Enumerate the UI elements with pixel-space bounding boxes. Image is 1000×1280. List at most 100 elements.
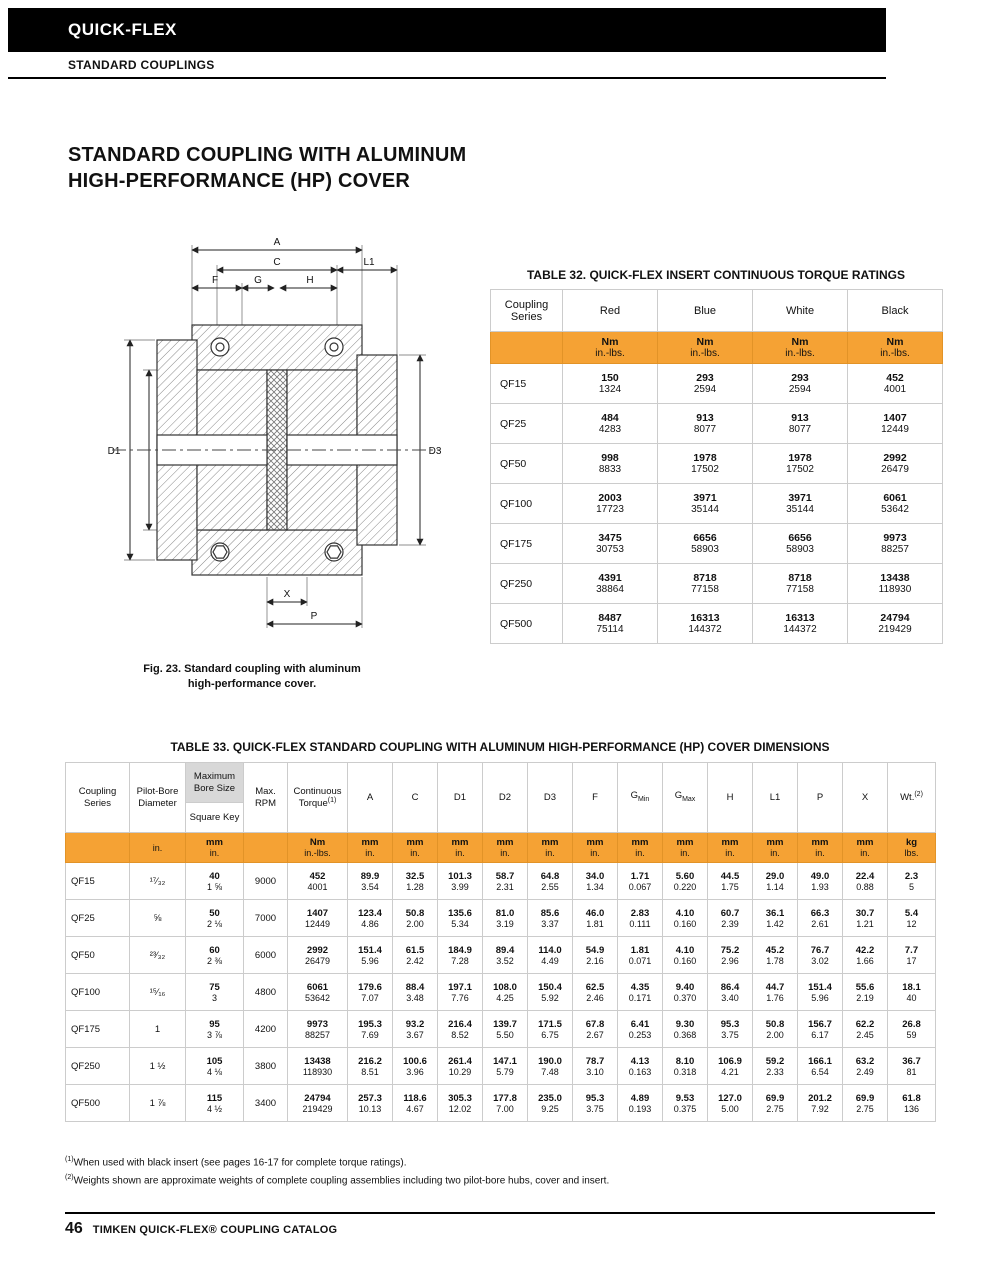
- dim-cell: 55.6 2.19: [842, 973, 888, 1011]
- rpm-cell: 7000: [243, 899, 288, 937]
- t32-units-cell: Nm in.-lbs.: [752, 331, 848, 364]
- table-row: QF25 484 4283 913 8077 913 8077 1407 12449: [490, 403, 943, 444]
- series-cell: QF250: [490, 563, 563, 604]
- t32-units-cell: Nm in.-lbs.: [562, 331, 658, 364]
- dim-cell: 257.3 10.13: [347, 1084, 393, 1122]
- figure-caption: Fig. 23. Standard coupling with aluminum…: [92, 662, 412, 692]
- section-label: STANDARD COUPLINGS: [68, 58, 215, 72]
- table33-header-row-1: Coupling Series Pilot-Bore Diameter Maximu…: [65, 762, 936, 833]
- dim-cell: 49.0 1.93: [797, 862, 843, 900]
- dim-cell: 95.3 3.75: [572, 1084, 618, 1122]
- weight-cell: 7.7 17: [887, 936, 936, 974]
- torque-cell: 9973 88257: [847, 523, 943, 564]
- torque-cell: 1978 17502: [752, 443, 848, 484]
- torque-cell: 24794 219429: [287, 1084, 348, 1122]
- torque-cell: 2992 26479: [847, 443, 943, 484]
- dim-cell: 108.0 4.25: [482, 973, 528, 1011]
- series-cell: QF50: [490, 443, 563, 484]
- t33-units-dim: mm in.: [797, 832, 843, 863]
- dim-label-d3: D3: [429, 446, 442, 457]
- page-title-line2: HIGH-PERFORMANCE (HP) COVER: [68, 170, 411, 192]
- t33-header-dim: A: [347, 762, 393, 833]
- dim-cell: 78.7 3.10: [572, 1047, 618, 1085]
- dim-cell: 93.2 3.67: [392, 1010, 438, 1048]
- dim-cell: 60.7 2.39: [707, 899, 753, 937]
- dim-cell: 54.9 2.16: [572, 936, 618, 974]
- dim-cell: 4.35 0.171: [617, 973, 663, 1011]
- t33-units-rpm-blank: [243, 832, 288, 863]
- torque-cell: 3475 30753: [562, 523, 658, 564]
- torque-cell: 913 8077: [752, 403, 848, 444]
- torque-cell: 150 1324: [562, 363, 658, 404]
- torque-cell: 6656 58903: [657, 523, 753, 564]
- weight-cell: 2.3 5: [887, 862, 936, 900]
- dim-label-p: P: [311, 611, 318, 622]
- t33-header-dim: H: [707, 762, 753, 833]
- torque-cell: 293 2594: [752, 363, 848, 404]
- table32-section: TABLE 32. QUICK-FLEX INSERT CONTINUOUS T…: [490, 268, 943, 644]
- dim-cell: 64.8 2.55: [527, 862, 573, 900]
- t33-header-dim: X: [842, 762, 888, 833]
- dim-cell: 216.4 8.52: [437, 1010, 483, 1048]
- max-bore-cell: 115 4 ½: [185, 1084, 244, 1122]
- torque-cell: 293 2594: [657, 363, 753, 404]
- dim-cell: 89.9 3.54: [347, 862, 393, 900]
- dim-cell: 5.60 0.220: [662, 862, 708, 900]
- t33-units-dim: mm in.: [482, 832, 528, 863]
- dim-cell: 46.0 1.81: [572, 899, 618, 937]
- dim-cell: 6.41 0.253: [617, 1010, 663, 1048]
- series-cell: QF25: [65, 899, 130, 937]
- footnote: (1)When used with black insert (see page…: [65, 1156, 407, 1169]
- t32-header-white: White: [752, 289, 848, 332]
- dim-cell: 106.9 4.21: [707, 1047, 753, 1085]
- dim-cell: 147.1 5.79: [482, 1047, 528, 1085]
- torque-cell: 9973 88257: [287, 1010, 348, 1048]
- dim-cell: 81.0 3.19: [482, 899, 528, 937]
- t33-units-dim: mm in.: [707, 832, 753, 863]
- max-bore-cell: 40 1 ⅝: [185, 862, 244, 900]
- torque-cell: 6061 53642: [847, 483, 943, 524]
- dim-cell: 66.3 2.61: [797, 899, 843, 937]
- rpm-cell: 3800: [243, 1047, 288, 1085]
- torque-cell: 6061 53642: [287, 973, 348, 1011]
- dim-cell: 50.8 2.00: [752, 1010, 798, 1048]
- t33-header-pilot-bore: Pilot-Bore Diameter: [129, 762, 186, 833]
- footer-text: TIMKEN QUICK-FLEX® COUPLING CATALOG: [92, 1224, 338, 1236]
- dim-cell: 89.4 3.52: [482, 936, 528, 974]
- t33-header-torque: Continuous Torque(1): [287, 762, 348, 833]
- dim-cell: 156.7 6.17: [797, 1010, 843, 1048]
- torque-cell: 3971 35144: [657, 483, 753, 524]
- torque-cell: 4391 38864: [562, 563, 658, 604]
- dim-label-g: G: [254, 275, 262, 286]
- dim-cell: 184.9 7.28: [437, 936, 483, 974]
- t33-units-torque: Nm in.-lbs.: [287, 832, 348, 863]
- dim-cell: 61.5 2.42: [392, 936, 438, 974]
- dim-cell: 151.4 5.96: [797, 973, 843, 1011]
- dim-cell: 166.1 6.54: [797, 1047, 843, 1085]
- table32-units-row: Nm in.-lbs. Nm in.-lbs. Nm in.-lbs. Nm in.-lbs.: [490, 331, 943, 364]
- table32: Coupling Series Red Blue White Black Nm in.-lb…: [490, 289, 943, 644]
- dim-label-d1: D1: [108, 446, 121, 457]
- t33-header-dim: F: [572, 762, 618, 833]
- dim-cell: 1.81 0.071: [617, 936, 663, 974]
- series-cell: QF175: [65, 1010, 130, 1048]
- table32-header-row: Coupling Series Red Blue White Black: [490, 289, 943, 332]
- weight-cell: 61.8 136: [887, 1084, 936, 1122]
- max-bore-cell: 75 3: [185, 973, 244, 1011]
- rpm-cell: 3400: [243, 1084, 288, 1122]
- bolt-hole-right-inner: [329, 342, 339, 352]
- dim-cell: 50.8 2.00: [392, 899, 438, 937]
- dim-cell: 45.2 1.78: [752, 936, 798, 974]
- t32-header-blue: Blue: [657, 289, 753, 332]
- dim-cell: 44.5 1.75: [707, 862, 753, 900]
- t32-units-cell: Nm in.-lbs.: [657, 331, 753, 364]
- dim-cell: 1.71 0.067: [617, 862, 663, 900]
- t33-header-wt: Wt.(2): [887, 762, 936, 833]
- weight-cell: 26.8 59: [887, 1010, 936, 1048]
- dim-cell: 42.2 1.66: [842, 936, 888, 974]
- dim-cell: 22.4 0.88: [842, 862, 888, 900]
- torque-cell: 24794 219429: [847, 603, 943, 644]
- t33-header-dim: C: [392, 762, 438, 833]
- dim-cell: 195.3 7.69: [347, 1010, 393, 1048]
- dim-cell: 4.13 0.163: [617, 1047, 663, 1085]
